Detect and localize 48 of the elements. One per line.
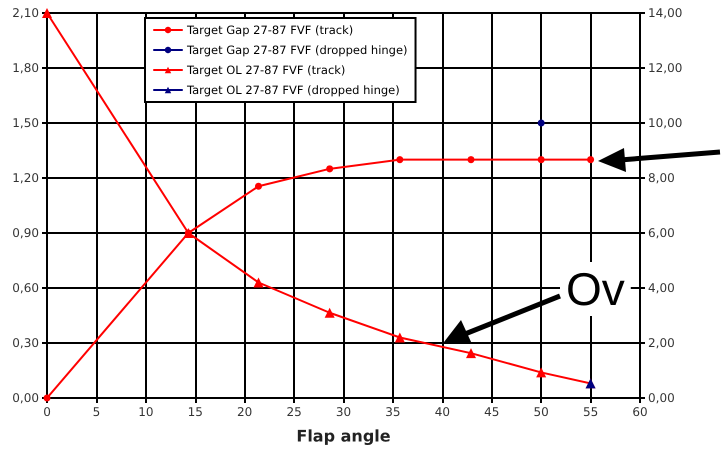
- point: [396, 156, 404, 164]
- legend-label: Target Gap 27-87 FVF (dropped hinge): [186, 43, 408, 57]
- y2-tick-label: 6,00: [648, 226, 675, 240]
- point: [468, 156, 474, 164]
- point: [538, 156, 545, 164]
- x-tick-label: 15: [188, 405, 203, 419]
- point: [324, 308, 335, 318]
- point: [44, 394, 50, 402]
- y-tick-label: 1,50: [12, 116, 39, 130]
- point: [536, 367, 546, 378]
- y2-tick-label: 4,00: [648, 281, 675, 295]
- y2-tick-label: 0,00: [648, 391, 675, 405]
- x-tick-label: 60: [632, 405, 648, 419]
- point: [326, 165, 334, 172]
- y2-tick-label: 12,00: [648, 61, 682, 75]
- y-tick-label: 0,90: [12, 226, 39, 240]
- point: [255, 182, 262, 190]
- y-tick-label: 1,80: [12, 61, 39, 75]
- y2-tick-label: 8,00: [648, 171, 675, 185]
- point: [538, 120, 545, 126]
- x-tick-label: 45: [484, 405, 500, 419]
- y2-tick-label: 10,00: [648, 116, 682, 130]
- y-tick-label: 0,60: [12, 281, 39, 295]
- x-tick-label: 20: [237, 405, 252, 419]
- x-tick-label: 0: [43, 405, 51, 419]
- y-tick-label: 1,20: [12, 171, 39, 185]
- x-tick-label: 30: [336, 405, 352, 419]
- point: [254, 278, 264, 288]
- x-tick-label: 55: [582, 405, 598, 419]
- y-tick-label: 2,10: [12, 6, 39, 20]
- x-tick-label: 10: [138, 405, 154, 419]
- y2-tick-label: 14,00: [648, 6, 682, 20]
- y-tick-label: 0,00: [12, 391, 39, 405]
- annotation: Ov: [566, 263, 625, 315]
- legend-label: Target Gap 27-87 FVF (track): [186, 23, 354, 37]
- point: [466, 348, 476, 358]
- x-tick-label: 25: [286, 405, 302, 419]
- x-tick-label: 35: [385, 405, 401, 419]
- point: [394, 332, 405, 342]
- x-tick-label: 5: [92, 405, 100, 419]
- x-tick-label: 50: [534, 405, 549, 419]
- legend-label: Target OL 27-87 FVF (track): [186, 63, 346, 77]
- point: [587, 156, 594, 164]
- x-tick-label: 40: [434, 405, 450, 419]
- legend-label: Target OL 27-87 FVF (dropped hinge): [186, 83, 400, 97]
- y2-tick-label: 2,00: [648, 336, 675, 350]
- y-tick-label: 0,30: [12, 336, 39, 350]
- x-axis-title: Flap angle: [296, 426, 391, 446]
